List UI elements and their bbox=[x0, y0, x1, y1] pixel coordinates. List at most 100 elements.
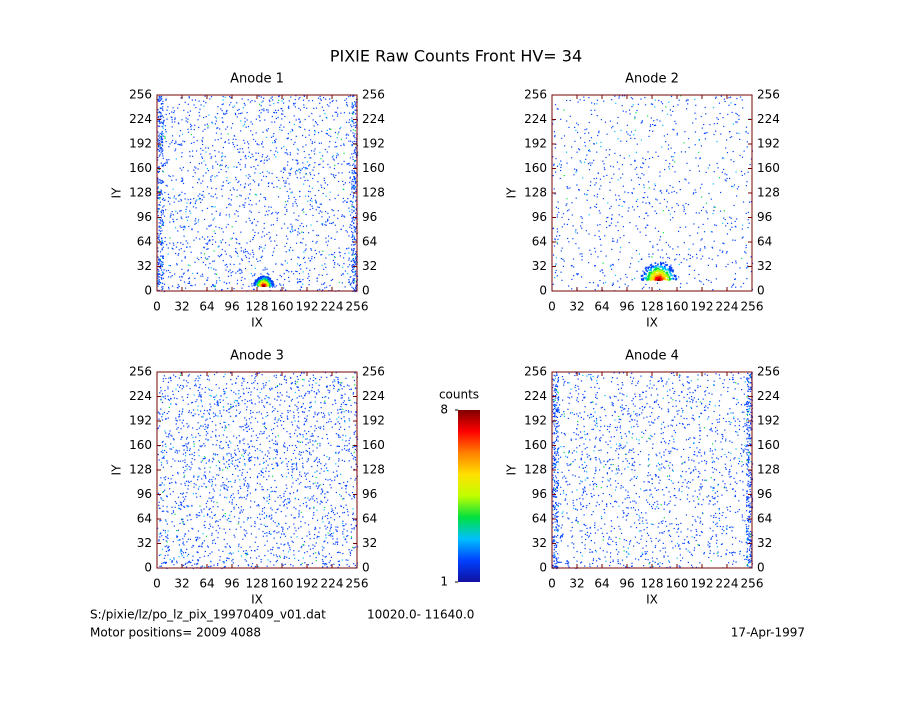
count-pixel bbox=[663, 135, 665, 137]
count-pixel bbox=[173, 397, 176, 399]
count-pixel bbox=[312, 229, 314, 232]
count-pixel bbox=[200, 394, 202, 396]
count-pixel bbox=[309, 172, 311, 174]
count-pixel bbox=[351, 209, 353, 211]
count-pixel bbox=[354, 186, 356, 188]
count-pixel bbox=[192, 415, 194, 417]
count-pixel bbox=[719, 249, 721, 251]
count-pixel bbox=[256, 411, 258, 414]
count-pixel bbox=[732, 186, 734, 188]
count-pixel bbox=[638, 253, 641, 255]
count-pixel bbox=[175, 210, 177, 212]
count-pixel bbox=[276, 525, 278, 527]
count-pixel bbox=[308, 410, 310, 412]
count-pixel bbox=[734, 278, 736, 280]
count-pixel bbox=[236, 144, 238, 146]
count-pixel bbox=[162, 491, 165, 493]
count-pixel bbox=[267, 109, 269, 111]
count-pixel bbox=[322, 223, 324, 225]
count-pixel bbox=[235, 414, 237, 417]
count-pixel bbox=[190, 251, 192, 253]
count-pixel bbox=[240, 250, 242, 252]
count-pixel bbox=[746, 262, 748, 264]
count-pixel bbox=[573, 174, 575, 176]
count-pixel bbox=[714, 206, 716, 208]
count-pixel bbox=[600, 141, 602, 143]
count-pixel bbox=[237, 255, 239, 257]
count-pixel bbox=[304, 118, 306, 121]
count-pixel bbox=[316, 501, 319, 503]
count-pixel bbox=[576, 131, 579, 134]
count-pixel bbox=[352, 216, 355, 218]
count-pixel bbox=[218, 245, 220, 247]
count-pixel bbox=[572, 238, 574, 240]
count-pixel bbox=[162, 121, 165, 123]
count-pixel bbox=[282, 171, 285, 174]
count-pixel bbox=[336, 543, 339, 545]
count-pixel bbox=[308, 134, 310, 136]
count-pixel bbox=[351, 106, 353, 108]
count-pixel bbox=[166, 534, 169, 536]
count-pixel bbox=[354, 126, 357, 128]
count-pixel bbox=[692, 122, 694, 124]
count-pixel bbox=[169, 242, 171, 244]
count-pixel bbox=[703, 231, 706, 233]
count-pixel bbox=[245, 175, 247, 177]
count-pixel bbox=[669, 163, 671, 165]
count-pixel bbox=[275, 147, 278, 149]
count-pixel bbox=[636, 173, 638, 175]
count-pixel bbox=[203, 218, 206, 221]
count-pixel bbox=[353, 282, 355, 284]
count-pixel bbox=[351, 286, 353, 288]
count-pixel bbox=[631, 192, 633, 194]
count-pixel bbox=[159, 146, 161, 148]
count-pixel bbox=[286, 391, 288, 393]
count-pixel bbox=[563, 260, 565, 262]
count-pixel bbox=[325, 237, 327, 239]
count-pixel bbox=[162, 123, 165, 125]
count-pixel bbox=[293, 104, 295, 106]
count-pixel bbox=[175, 252, 177, 255]
count-pixel bbox=[352, 184, 354, 186]
hot-pixel bbox=[653, 266, 656, 269]
count-pixel bbox=[163, 269, 165, 271]
count-pixel bbox=[288, 172, 290, 174]
count-pixel bbox=[636, 199, 638, 201]
count-pixel bbox=[294, 141, 296, 143]
count-pixel bbox=[648, 256, 650, 258]
count-pixel bbox=[206, 248, 208, 250]
count-pixel bbox=[181, 177, 183, 179]
count-pixel bbox=[286, 137, 288, 139]
hot-pixel bbox=[653, 271, 655, 273]
count-pixel bbox=[168, 146, 170, 148]
count-pixel bbox=[604, 275, 606, 277]
count-pixel bbox=[162, 197, 165, 199]
count-pixel bbox=[305, 501, 307, 504]
count-pixel bbox=[552, 175, 554, 177]
hot-pixel bbox=[658, 272, 660, 274]
count-pixel bbox=[279, 128, 281, 131]
count-pixel bbox=[198, 198, 200, 200]
count-pixel bbox=[217, 563, 219, 565]
count-pixel bbox=[340, 426, 342, 428]
count-pixel bbox=[260, 561, 262, 563]
count-pixel bbox=[256, 194, 258, 196]
count-pixel bbox=[204, 128, 206, 131]
count-pixel bbox=[554, 271, 557, 274]
count-pixel bbox=[571, 278, 573, 281]
count-pixel bbox=[622, 185, 625, 187]
hot-pixel bbox=[663, 270, 665, 273]
hot-pixel bbox=[644, 267, 647, 270]
count-pixel bbox=[351, 206, 353, 208]
count-pixel bbox=[670, 264, 672, 266]
hot-pixel bbox=[267, 281, 269, 283]
count-pixel bbox=[313, 537, 315, 540]
count-pixel bbox=[273, 133, 275, 135]
count-pixel bbox=[236, 252, 239, 254]
count-pixel bbox=[355, 196, 357, 198]
count-pixel bbox=[306, 161, 309, 163]
count-pixel bbox=[290, 231, 292, 234]
count-pixel bbox=[203, 253, 206, 255]
count-pixel bbox=[262, 100, 264, 102]
count-pixel bbox=[321, 516, 324, 518]
